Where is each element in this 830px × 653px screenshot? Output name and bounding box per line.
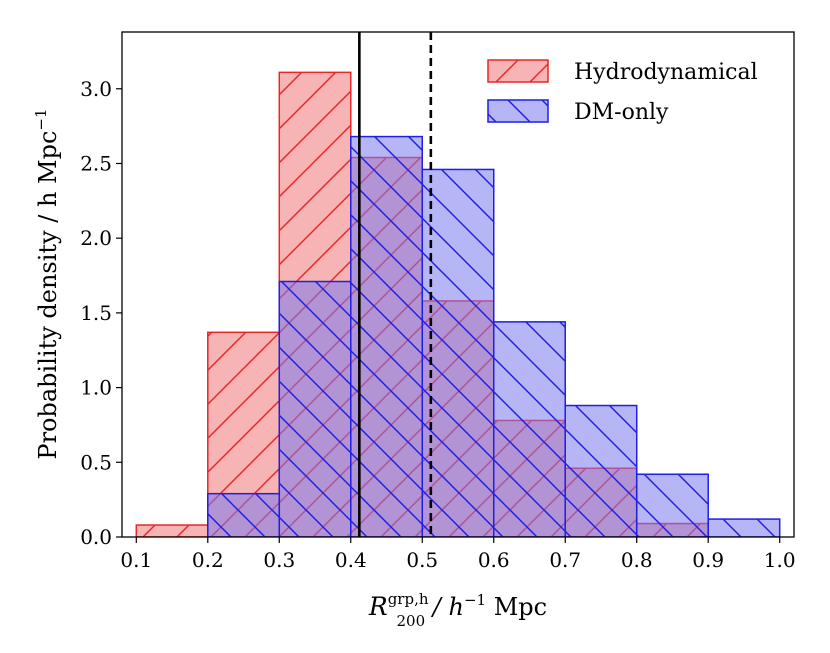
x-tick-label-1: 0.2: [192, 548, 224, 572]
series-dm-only: [207, 135, 781, 537]
x-tick-label-4: 0.5: [406, 548, 438, 572]
y-axis: 0.0 0.5 1.0 1.5 2.0 2.5 3.0: [80, 77, 122, 549]
y-tick-label-1: 0.5: [80, 450, 112, 474]
x-tick-label-7: 0.8: [621, 548, 653, 572]
bar-hatch-dm-only-4: [422, 169, 494, 537]
x-label-subscript: 200: [397, 612, 426, 630]
legend: Hydrodynamical DM-only: [487, 59, 758, 125]
bar-hatch-dm-only-6: [565, 405, 637, 537]
y-tick-label-5: 2.5: [80, 151, 112, 175]
legend-hatch-dm-only: [488, 100, 548, 122]
x-label-unit: Mpc: [486, 593, 547, 621]
x-axis: 0.1 0.2 0.3 0.4 0.5 0.6 0.7 0.8 0.9 1.0: [120, 537, 796, 572]
plot-frame: [121, 31, 795, 538]
x-axis-label: Rgrp,h 200 / h−1 Mpc: [368, 590, 547, 630]
y-tick-label-3: 1.5: [80, 301, 112, 325]
y-tick-label-4: 2.0: [80, 226, 112, 250]
legend-hatch-hydrodynamical: [488, 60, 548, 82]
x-label-exponent: −1: [464, 591, 486, 609]
bar-hatch-dm-only-1: [207, 493, 280, 537]
x-tick-label-0: 0.1: [120, 548, 152, 572]
y-label-text: Probability density / h Mpc: [34, 131, 62, 460]
x-tick-label-5: 0.6: [478, 548, 510, 572]
x-label-superscript: grp,h: [388, 590, 429, 608]
x-label-rest: / h: [425, 593, 464, 621]
y-axis-label: Probability density / h Mpc−1: [32, 108, 62, 459]
legend-label-dm-only: DM-only: [574, 100, 669, 125]
bar-hatch-dm-only-7: [636, 474, 709, 537]
bar-hatch-dm-only-3: [350, 136, 423, 537]
y-tick-label-0: 0.0: [80, 525, 112, 549]
x-tick-label-2: 0.3: [263, 548, 295, 572]
bar-hatch-hydrodynamical-0: [136, 525, 208, 537]
x-tick-label-6: 0.7: [549, 548, 581, 572]
x-label-main: R: [368, 592, 388, 621]
x-tick-label-8: 0.9: [692, 548, 724, 572]
x-tick-label-9: 1.0: [764, 548, 796, 572]
bar-hatch-dm-only-8: [708, 519, 780, 537]
bar-hatch-dm-only-2: [279, 281, 351, 537]
y-label-exponent: −1: [32, 108, 50, 130]
x-tick-label-3: 0.4: [335, 548, 367, 572]
y-tick-label-6: 3.0: [80, 77, 112, 101]
y-tick-label-2: 1.0: [80, 376, 112, 400]
bar-hatch-dm-only-5: [493, 321, 566, 537]
reference-lines: [358, 32, 433, 537]
legend-label-hydrodynamical: Hydrodynamical: [574, 60, 758, 85]
